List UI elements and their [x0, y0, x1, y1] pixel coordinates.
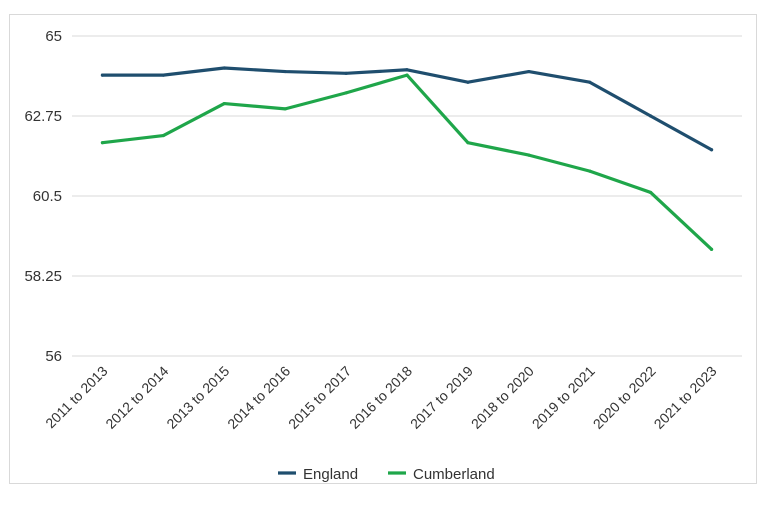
data-point-england: [405, 68, 409, 72]
x-tick-label: 2019 to 2021: [529, 363, 598, 432]
data-point-cumberland: [709, 247, 714, 251]
legend-label-cumberland: Cumberland: [413, 466, 495, 483]
data-point-cumberland: [283, 107, 287, 111]
data-point-cumberland: [405, 73, 409, 77]
y-tick-label: 58.25: [24, 268, 62, 285]
data-point-england: [100, 73, 105, 77]
data-point-england: [709, 148, 714, 152]
x-tick-label: 2021 to 2023: [651, 363, 720, 432]
data-point-cumberland: [527, 153, 531, 157]
y-tick-label: 56: [45, 348, 62, 365]
data-point-england: [222, 66, 226, 70]
x-tick-label: 2017 to 2019: [407, 363, 476, 432]
gridlines: [72, 35, 742, 357]
data-point-cumberland: [100, 141, 105, 145]
data-point-england: [588, 80, 592, 84]
chart-frame: [9, 14, 757, 484]
data-point-cumberland: [649, 190, 653, 195]
data-point-cumberland: [588, 169, 592, 173]
legend: England Cumberland: [278, 466, 495, 483]
x-tick-label: 2015 to 2017: [285, 363, 354, 432]
data-point-england: [527, 69, 531, 74]
data-point-england: [344, 71, 348, 75]
legend-label-england: England: [303, 466, 358, 483]
y-axis-ticks: 65 62.75 60.5 58.25 56: [24, 28, 62, 365]
data-point-cumberland: [222, 101, 226, 106]
x-tick-label: 2013 to 2015: [163, 363, 232, 432]
y-tick-label: 62.75: [24, 108, 62, 125]
series-line-england: [100, 66, 714, 152]
x-tick-label: 2018 to 2020: [468, 363, 537, 432]
data-point-england: [283, 69, 287, 74]
x-tick-label: 2020 to 2022: [590, 363, 659, 432]
x-tick-label: 2011 to 2013: [42, 363, 111, 432]
data-point-england: [466, 80, 470, 84]
x-tick-label: 2012 to 2014: [102, 363, 171, 432]
data-point-cumberland: [161, 133, 165, 138]
x-tick-label: 2016 to 2018: [346, 363, 415, 432]
y-tick-label: 65: [45, 28, 62, 45]
data-point-cumberland: [466, 141, 470, 145]
series-lines: [100, 66, 714, 251]
y-tick-label: 60.5: [33, 188, 62, 205]
series-line-cumberland: [100, 73, 714, 251]
data-point-england: [649, 114, 653, 118]
x-tick-label: 2014 to 2016: [224, 363, 293, 432]
data-point-england: [161, 73, 165, 77]
data-point-cumberland: [344, 91, 348, 95]
